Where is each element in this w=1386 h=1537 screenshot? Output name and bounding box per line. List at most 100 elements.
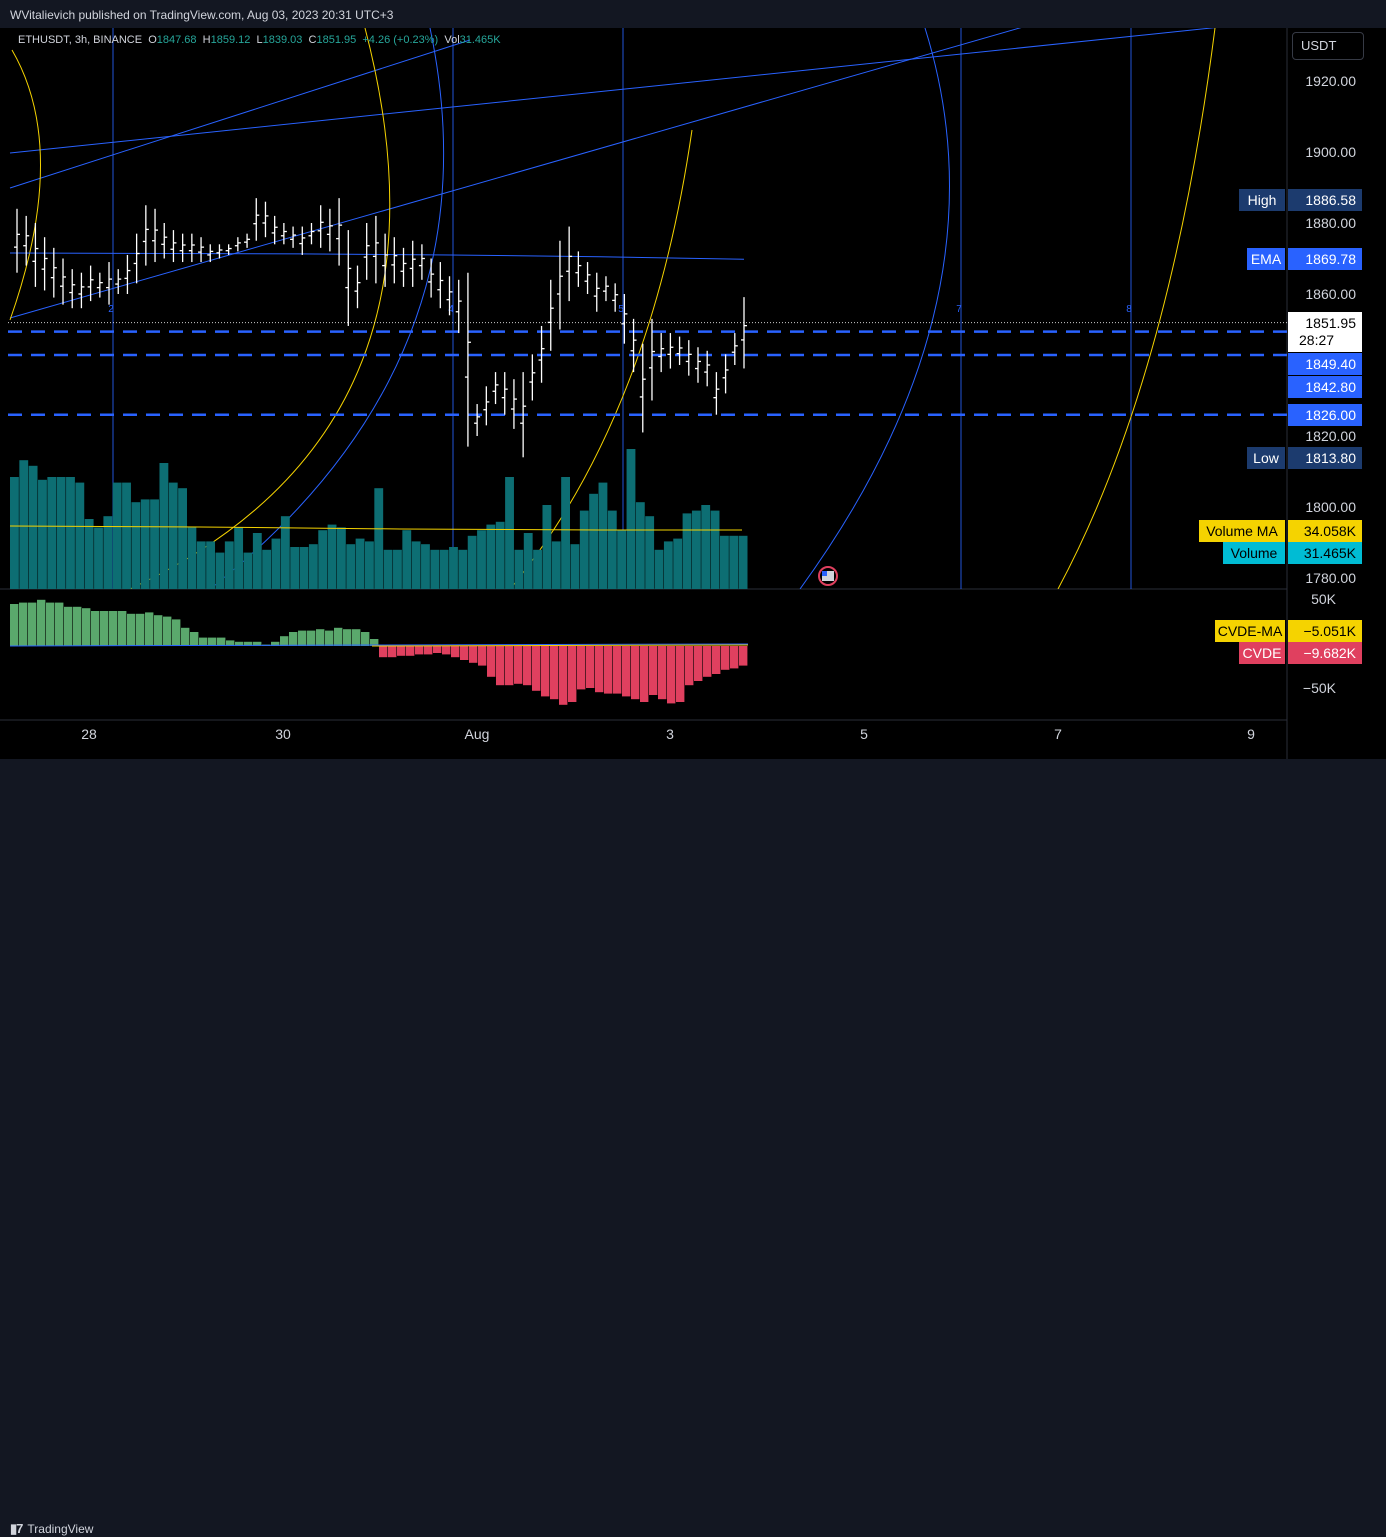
cvde-bar bbox=[253, 641, 262, 646]
cvde-ma-line bbox=[371, 644, 749, 647]
volume-bar bbox=[439, 549, 449, 589]
footer-bar: ▮7 TradingView bbox=[0, 759, 1386, 1536]
cvde-bar bbox=[667, 646, 676, 704]
axis-tag-label-bg bbox=[1215, 620, 1285, 642]
cvde-bar bbox=[55, 602, 64, 646]
cvde-bar bbox=[334, 627, 343, 646]
volume-bar bbox=[364, 541, 374, 589]
symbol-label: ETHUSDT, 3h, BINANCE bbox=[18, 34, 143, 46]
cvde-bar bbox=[289, 632, 298, 646]
cvde-bar bbox=[172, 619, 181, 646]
cvde-bar bbox=[244, 641, 253, 646]
volume-bar bbox=[374, 488, 384, 589]
volume-bar bbox=[66, 477, 75, 589]
cvde-bar bbox=[379, 646, 388, 658]
tradingview-logo-icon: ▮7 bbox=[10, 1521, 23, 1536]
cvde-bar bbox=[388, 646, 397, 658]
volume-bar bbox=[271, 538, 281, 589]
volume-bar bbox=[421, 544, 430, 589]
volume-bar bbox=[327, 524, 337, 589]
axis-tag-value-bg bbox=[1288, 620, 1362, 642]
cvde-bar bbox=[163, 616, 172, 646]
event-flag-canton bbox=[822, 571, 827, 576]
cvde-bar bbox=[460, 646, 469, 660]
cvde-bar bbox=[37, 599, 46, 646]
volume-bar bbox=[131, 502, 141, 589]
cvde-bar bbox=[145, 612, 154, 646]
axis-tag-label-bg bbox=[1239, 189, 1285, 211]
time-tick-label: 3 bbox=[666, 726, 674, 742]
cvde-bar bbox=[442, 646, 451, 655]
axis-tag-label: EMA bbox=[1251, 251, 1282, 267]
volume-bar bbox=[206, 541, 216, 589]
cvde-bar bbox=[307, 630, 316, 646]
axis-tag: Volume MA 34.058K bbox=[1199, 520, 1362, 542]
volume-bar bbox=[196, 541, 206, 589]
volume-bar bbox=[505, 477, 514, 589]
axis-tag-value: 1813.80 bbox=[1305, 450, 1356, 466]
high-label: H bbox=[202, 34, 211, 46]
cvde-bar bbox=[190, 632, 199, 646]
axis-tag-value-bg bbox=[1288, 376, 1362, 398]
axis-tag-label-bg bbox=[1199, 520, 1285, 542]
volume-bar bbox=[710, 510, 720, 589]
volume-bar bbox=[589, 493, 599, 589]
volume-bar bbox=[430, 549, 440, 589]
volume-bar bbox=[393, 549, 402, 589]
time-tick-label: 7 bbox=[1054, 726, 1062, 742]
cvde-bar bbox=[550, 646, 559, 700]
fib-arc-yellow bbox=[129, 28, 391, 589]
cycle-label: 4 bbox=[448, 304, 454, 315]
cvde-bar bbox=[415, 646, 424, 655]
axis-tag: Volume 31.465K bbox=[1223, 542, 1362, 564]
axis-tag-value: 1851.95 bbox=[1305, 315, 1356, 331]
cvde-bar bbox=[280, 636, 289, 646]
time-tick-label: Aug bbox=[465, 726, 490, 742]
trend-line bbox=[9, 28, 1217, 154]
tradingview-logo[interactable]: ▮7 TradingView bbox=[10, 1521, 93, 1537]
volume-bar bbox=[140, 499, 150, 589]
volume-bar bbox=[477, 530, 486, 589]
volume-bar bbox=[579, 510, 589, 589]
cvde-bar bbox=[424, 646, 433, 655]
volume-bar bbox=[336, 527, 346, 589]
cvde-bar bbox=[298, 630, 307, 646]
volume-bar bbox=[280, 516, 290, 589]
axis-tag-value-bg bbox=[1288, 353, 1362, 375]
cvde-bar bbox=[721, 646, 730, 670]
cvde-bar bbox=[136, 613, 145, 646]
axis-tag-label-bg bbox=[1239, 642, 1285, 664]
axis-tag-value: 31.465K bbox=[1304, 545, 1357, 561]
cvde-bar bbox=[343, 629, 352, 646]
cvde-bar bbox=[568, 646, 577, 702]
volume-bar bbox=[645, 516, 655, 589]
axis-tag-value: 1842.80 bbox=[1305, 379, 1356, 395]
cvde-bar bbox=[496, 646, 505, 686]
symbol-legend: ETHUSDT, 3h, BINANCE O1847.68 H1859.12 L… bbox=[18, 34, 501, 46]
volume-bar bbox=[654, 549, 664, 589]
change-value: +4.26 (+0.23%) bbox=[362, 34, 439, 46]
axis-tag: High 1886.58 bbox=[1239, 189, 1362, 211]
currency-button[interactable]: USDT bbox=[1292, 32, 1364, 60]
axis-tag-label: CVDE-MA bbox=[1218, 623, 1283, 639]
time-tick-label: 5 bbox=[860, 726, 868, 742]
chart-area[interactable] bbox=[0, 28, 1386, 759]
trend-line bbox=[9, 39, 471, 189]
vol-label: Vol bbox=[444, 34, 460, 46]
cvde-bar bbox=[658, 646, 667, 700]
volume-bar bbox=[84, 519, 94, 589]
volume-bar bbox=[47, 477, 57, 589]
volume-bar bbox=[346, 544, 356, 589]
cvde-bar bbox=[100, 611, 109, 646]
ema-line bbox=[9, 252, 745, 260]
cvde-bar bbox=[559, 646, 568, 705]
volume-bar bbox=[458, 549, 468, 589]
volume-bar bbox=[19, 460, 29, 589]
cvde-bar bbox=[406, 646, 415, 656]
cvde-bar bbox=[478, 646, 487, 666]
cvde-bar bbox=[28, 602, 37, 646]
volume-bar bbox=[523, 533, 533, 589]
volume-bar bbox=[551, 541, 561, 589]
cvde-bar bbox=[739, 646, 748, 666]
fib-arc bbox=[799, 28, 950, 589]
